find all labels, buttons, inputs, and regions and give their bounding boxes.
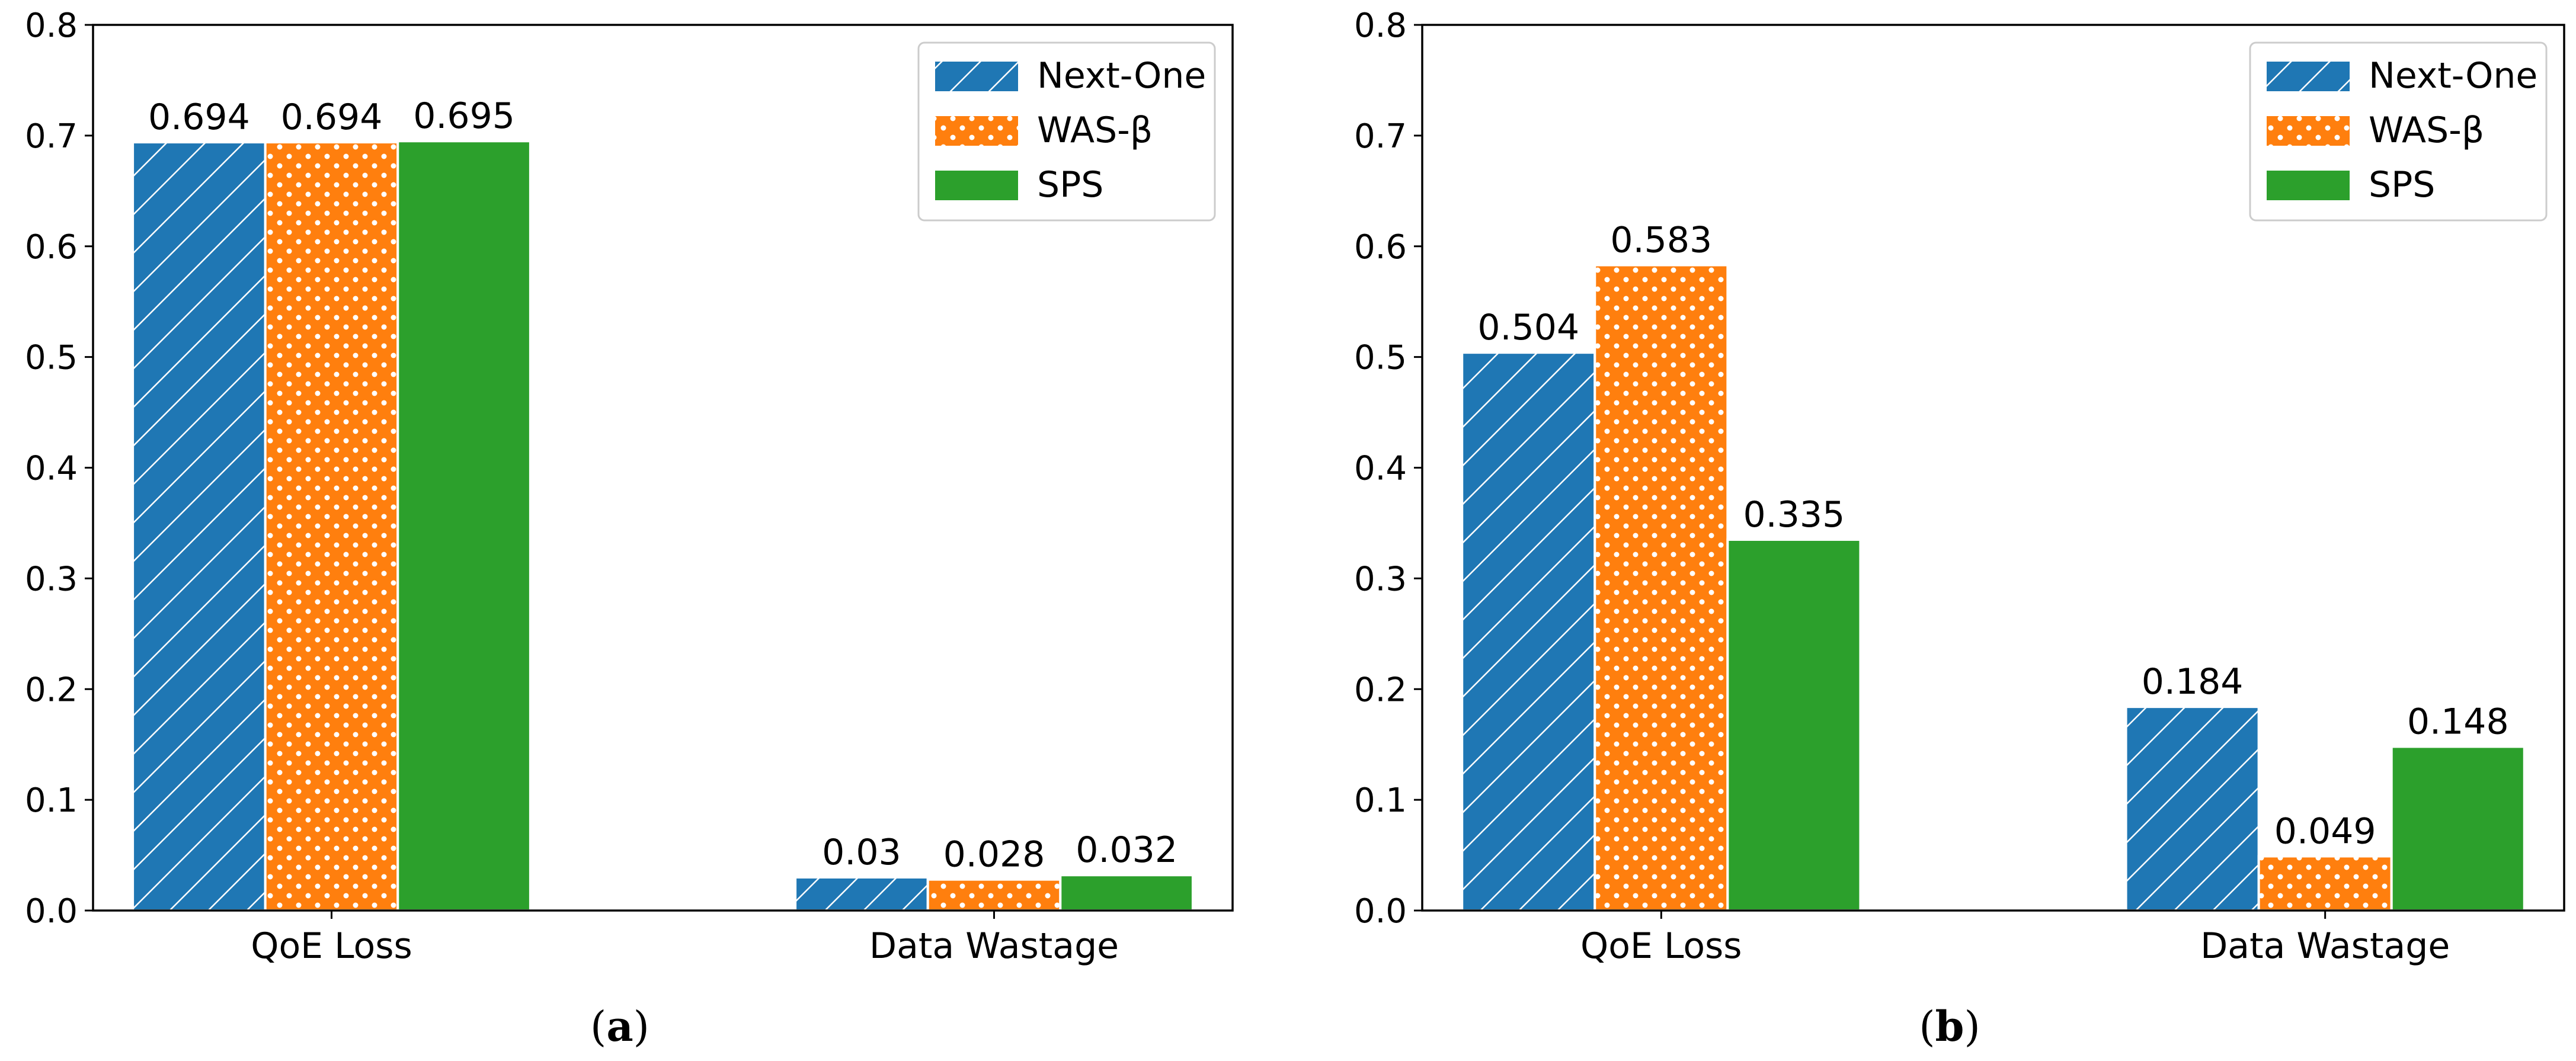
legend-entry-label: Next-One: [2369, 55, 2537, 97]
bar-dots-qoe-loss: [1593, 264, 1729, 912]
bar-diagonal-hatch-qoe-loss: [1461, 351, 1596, 912]
bar-diagonal-hatch-data-wastage: [2124, 706, 2260, 912]
bar-value-label: 0.583: [1610, 220, 1712, 261]
bar-value-label: 0.032: [1076, 829, 1177, 871]
x-category-label: QoE Loss: [251, 925, 412, 967]
bar-value-label: 0.03: [822, 832, 901, 873]
bar-dots-data-wastage: [2257, 855, 2393, 912]
bar-value-label: 0.695: [413, 95, 515, 137]
bar-value-label: 0.694: [148, 97, 250, 138]
y-tick-label: 0.4: [25, 450, 78, 488]
legend: Next-One WAS-β SPS: [917, 41, 1216, 222]
x-category-label: Data Wastage: [2200, 925, 2450, 967]
y-tick-label: 0.4: [1354, 450, 1407, 488]
panel-caption: (a): [590, 1002, 649, 1051]
y-tick-label: 0.1: [1354, 781, 1407, 820]
bar-value-label: 0.504: [1477, 307, 1579, 348]
panel-caption-letter: b: [1935, 1002, 1964, 1051]
bar-value-label: 0.335: [1743, 494, 1845, 536]
x-category-label: Data Wastage: [869, 925, 1119, 967]
y-tick-label: 0.8: [1354, 7, 1407, 45]
y-tick-label: 0.8: [25, 7, 78, 45]
bar-dots-data-wastage: [926, 878, 1062, 912]
legend: Next-One WAS-β SPS: [2249, 41, 2548, 222]
bar-solid-data-wastage: [1059, 874, 1194, 912]
y-tick-label: 0.2: [25, 671, 78, 709]
x-category-label: QoE Loss: [1580, 925, 1742, 967]
legend-swatch-diagonal-hatch: [935, 62, 1018, 91]
legend-swatch-solid: [935, 171, 1018, 200]
legend-swatch-solid: [2267, 171, 2350, 200]
bar-value-label: 0.148: [2407, 701, 2509, 742]
legend-swatch-diagonal-hatch: [2267, 62, 2350, 91]
bar-diagonal-hatch-qoe-loss: [132, 141, 267, 912]
bar-value-label: 0.049: [2274, 810, 2376, 852]
bar-solid-qoe-loss: [396, 140, 532, 912]
legend-entry-label: SPS: [2369, 164, 2435, 206]
legend-swatch-dots: [2267, 116, 2350, 146]
bar-solid-data-wastage: [2390, 745, 2526, 912]
bar-value-label: 0.694: [281, 97, 383, 138]
y-tick-label: 0.6: [25, 228, 78, 267]
bar-value-label: 0.184: [2142, 661, 2244, 703]
y-tick-label: 0.0: [25, 892, 78, 931]
legend-entry-label: SPS: [1037, 164, 1103, 206]
y-tick-label: 0.3: [25, 560, 78, 598]
y-tick-label: 0.3: [1354, 560, 1407, 598]
y-tick-label: 0.1: [25, 781, 78, 820]
chart-panel-a: 0.694 0.03 0.694 0.028 0.695 0.032 0.0 0.1 0.2 0.…: [25, 7, 1234, 1051]
legend-swatch-dots: [935, 116, 1018, 146]
legend-entry-label: Next-One: [1037, 55, 1206, 97]
y-tick-label: 0.7: [1354, 117, 1407, 156]
bar-dots-qoe-loss: [264, 141, 399, 912]
y-tick-label: 0.2: [1354, 671, 1407, 709]
bar-solid-qoe-loss: [1726, 538, 1862, 912]
panel-caption-letter: a: [606, 1002, 633, 1051]
bar-diagonal-hatch-data-wastage: [794, 876, 929, 912]
panel-caption: (b): [1919, 1002, 1980, 1051]
y-tick-label: 0.0: [1354, 892, 1407, 931]
legend-entry-label: WAS-β: [1037, 110, 1153, 151]
y-tick-label: 0.6: [1354, 228, 1407, 267]
chart-panel-b: 0.504 0.184 0.583 0.049 0.335 0.148 0.0 0.1 0.2 0…: [1354, 7, 2565, 1051]
y-tick-label: 0.5: [25, 339, 78, 377]
bar-value-label: 0.028: [943, 834, 1045, 876]
legend-entry-label: WAS-β: [2369, 110, 2484, 151]
y-tick-label: 0.7: [25, 117, 78, 156]
y-tick-label: 0.5: [1354, 339, 1407, 377]
